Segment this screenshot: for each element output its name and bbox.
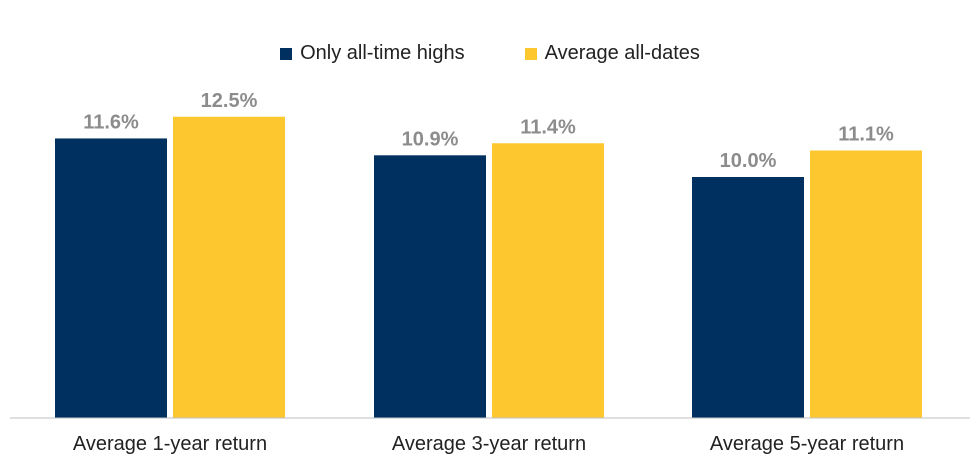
value-label-all-dates-2: 11.4%	[520, 116, 576, 138]
legend-swatch-all-dates	[524, 47, 537, 60]
category-label-2: Average 3-year return	[392, 433, 586, 455]
value-label-all-time-highs-3: 10.0%	[720, 150, 777, 172]
value-label-all-time-highs-2: 10.9%	[402, 128, 459, 150]
value-labels-group: 11.6% 12.5% 10.9% 11.4% 10.0% 11.1%	[83, 90, 894, 172]
bar-all-time-highs-3	[692, 177, 804, 418]
category-label-1: Average 1-year return	[73, 433, 267, 455]
legend-item-all-time-highs: Only all-time highs	[280, 42, 465, 65]
value-label-all-time-highs-1: 11.6%	[83, 111, 139, 133]
category-labels-group: Average 1-year return Average 3-year retu…	[73, 433, 904, 455]
value-label-all-dates-1: 12.5%	[201, 90, 258, 112]
legend-swatch-all-time-highs	[280, 47, 293, 60]
legend-item-all-dates: Average all-dates	[524, 42, 700, 65]
category-label-3: Average 5-year return	[710, 433, 904, 455]
bar-all-dates-1	[173, 116, 285, 418]
bar-all-dates-2	[492, 143, 604, 418]
legend: Only all-time highs Average all-dates	[0, 42, 980, 65]
bar-all-time-highs-1	[55, 138, 167, 418]
bar-all-dates-3	[810, 150, 922, 419]
bars-group	[55, 116, 922, 419]
value-label-all-dates-3: 11.1%	[838, 123, 894, 145]
legend-label-all-dates: Average all-dates	[544, 42, 700, 64]
legend-label-all-time-highs: Only all-time highs	[300, 42, 465, 64]
bar-all-time-highs-2	[374, 155, 486, 418]
